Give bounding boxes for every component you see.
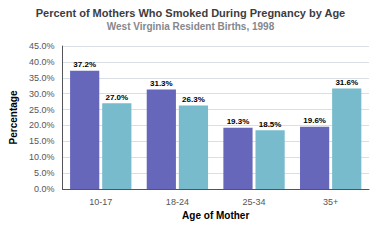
svg-text:10-17: 10-17 (89, 197, 112, 207)
svg-text:10.0%: 10.0% (29, 152, 55, 162)
svg-text:31.3%: 31.3% (150, 79, 173, 88)
svg-text:15.0%: 15.0% (29, 136, 55, 146)
svg-text:18.5%: 18.5% (259, 120, 282, 129)
svg-text:35+: 35+ (323, 197, 338, 207)
svg-text:5.0%: 5.0% (34, 168, 55, 178)
svg-text:37.2%: 37.2% (73, 60, 96, 69)
svg-text:25.0%: 25.0% (29, 105, 55, 115)
svg-text:Percent of Mothers Who Smoked: Percent of Mothers Who Smoked During Pre… (36, 7, 345, 19)
svg-text:Age of Mother: Age of Mother (182, 210, 249, 221)
svg-text:26.3%: 26.3% (182, 95, 205, 104)
svg-text:25-34: 25-34 (243, 197, 266, 207)
svg-text:35.0%: 35.0% (29, 73, 55, 83)
svg-text:31.6%: 31.6% (335, 78, 358, 87)
svg-text:West Virginia Resident Births,: West Virginia Resident Births, 1998 (107, 21, 275, 32)
svg-text:45.0%: 45.0% (29, 41, 55, 51)
svg-text:Percentage: Percentage (8, 90, 19, 144)
svg-text:40.0%: 40.0% (29, 57, 55, 67)
svg-text:18-24: 18-24 (166, 197, 189, 207)
svg-text:27.0%: 27.0% (105, 93, 128, 102)
svg-text:19.6%: 19.6% (303, 116, 326, 125)
svg-text:20.0%: 20.0% (29, 120, 55, 130)
svg-text:19.3%: 19.3% (227, 117, 250, 126)
svg-text:0.0%: 0.0% (34, 184, 55, 194)
svg-text:30.0%: 30.0% (29, 89, 55, 99)
